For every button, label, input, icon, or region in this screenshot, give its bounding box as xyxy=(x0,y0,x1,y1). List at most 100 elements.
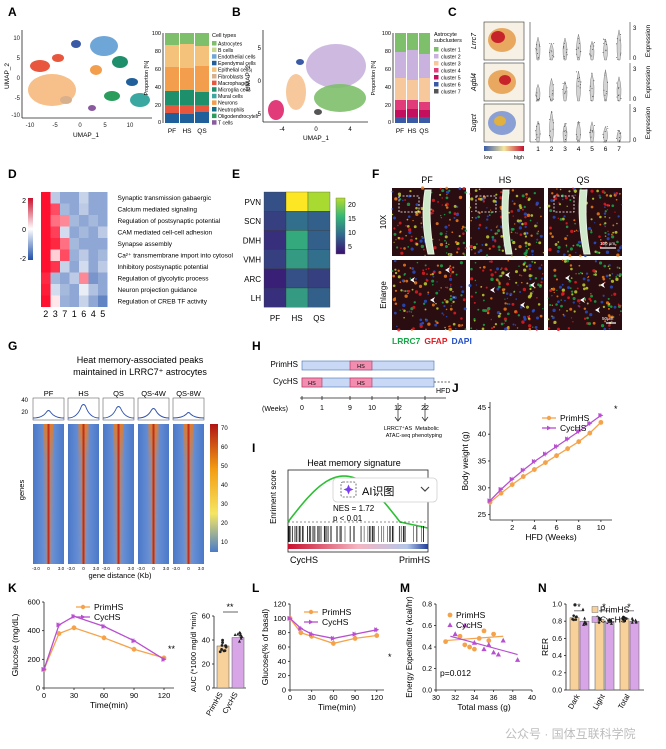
data-point xyxy=(520,467,526,473)
bar-total-cychs xyxy=(629,620,640,691)
scale-tick: 30 xyxy=(221,502,228,508)
heatmap-cell xyxy=(88,215,98,227)
scale-tick: 50 xyxy=(221,464,228,470)
legend-label: Endothelial cells xyxy=(218,55,256,61)
heatmap-cell xyxy=(88,284,98,296)
heatmap-cell xyxy=(88,203,98,215)
heatmap-cell xyxy=(69,261,79,273)
heatmap-cell xyxy=(60,215,70,227)
x-axis-label: UMAP_1 xyxy=(73,132,99,139)
rank-ticks xyxy=(287,526,424,542)
row-label: SCN xyxy=(244,217,261,226)
axis-tick: 3.0 xyxy=(128,566,135,571)
legend-label: cluster 1 xyxy=(441,47,461,53)
feature-plots xyxy=(483,21,525,143)
data-point xyxy=(543,460,548,466)
heatmap-cell xyxy=(60,238,70,250)
ai-recognize-button[interactable]: AI识图 xyxy=(332,477,438,503)
profile-line xyxy=(102,406,135,419)
p-value: p=0.012 xyxy=(440,668,471,678)
arrow-marker xyxy=(445,267,450,273)
data-point xyxy=(131,646,137,652)
legend-marker xyxy=(309,619,314,625)
data-point xyxy=(509,476,515,482)
axis-tick: 40 xyxy=(385,85,391,91)
scatter-point xyxy=(486,638,492,643)
axis-tick: 60 xyxy=(202,612,210,621)
violin xyxy=(603,125,608,143)
heatmap-scale xyxy=(28,198,33,260)
scale-tick: -2 xyxy=(20,256,26,263)
axis-tick: 0 xyxy=(78,123,82,129)
legend-swatch xyxy=(591,606,599,613)
column-label: 1 xyxy=(72,309,77,319)
axis-tick: -10 xyxy=(11,113,20,119)
violin-plots xyxy=(535,29,622,143)
axis-tick: 3 xyxy=(633,108,637,114)
axis-tick: -10 xyxy=(26,123,35,129)
heatmap-cell xyxy=(50,215,60,227)
axis-tick: 3.0 xyxy=(163,566,170,571)
legend-label: CycHS xyxy=(560,423,587,433)
heatmap-cell xyxy=(88,226,98,238)
axis-tick: 5 xyxy=(103,123,107,129)
legend-label: CycHS xyxy=(456,620,483,630)
x-axis-label: Time(min) xyxy=(318,702,356,712)
scale-tick: 15 xyxy=(348,216,356,223)
axis-tick: 3 xyxy=(633,26,637,32)
violin xyxy=(549,77,554,102)
y-axis-label: Expression xyxy=(645,107,652,140)
legend-marker xyxy=(547,425,552,431)
profile-line xyxy=(32,410,65,419)
violin xyxy=(535,36,541,61)
legend-swatch xyxy=(434,61,439,66)
axis-tick: 20 xyxy=(278,671,286,680)
arrow-marker xyxy=(600,282,605,288)
watermark: 公众号 · 国体互联科学院 xyxy=(505,726,636,741)
violin xyxy=(562,80,568,102)
panel-j: 25 30 35 40 45 2 4 6 8 10 HFD (Weeks) Body weight (… xyxy=(460,402,618,542)
chevron-down-icon[interactable] xyxy=(420,486,430,492)
heatmap-cell xyxy=(98,215,108,227)
axis-tick: 100 xyxy=(152,31,161,37)
arrow-marker xyxy=(410,277,415,283)
axis-tick: 40 xyxy=(202,636,210,645)
scale-tick: 10 xyxy=(221,540,228,546)
legend-label: Microglia cells xyxy=(218,88,251,94)
week-tick: 1 xyxy=(320,405,324,412)
data-point xyxy=(509,482,515,487)
axis-tick: 3.0 xyxy=(58,566,65,571)
weeks-label: (Weeks) xyxy=(262,406,288,413)
axis-tick: 0 xyxy=(42,691,46,700)
x-axis-label: Total mass (g) xyxy=(457,702,511,712)
heatmap-cell xyxy=(263,230,287,250)
row-label: 10X xyxy=(379,214,388,229)
data-point xyxy=(309,631,315,637)
y-axis-label: Expression xyxy=(645,66,652,99)
go-term: Regulation of glycolytic process xyxy=(118,276,210,283)
scale-tick: 20 xyxy=(348,202,356,209)
arrow-marker xyxy=(530,282,535,288)
axis-tick: 60 xyxy=(100,691,108,700)
legend-title: Astrocyte subclusters xyxy=(434,32,462,44)
axis-tick: 8 xyxy=(577,523,581,532)
legend-swatch xyxy=(212,74,217,79)
axis-tick: 0.6 xyxy=(422,623,432,630)
legend-label: Fibroblasts xyxy=(218,74,244,80)
violin xyxy=(562,37,568,61)
data-point xyxy=(576,429,582,434)
legend-swatch xyxy=(212,80,217,86)
legend-swatch xyxy=(212,60,217,66)
heatmap-cell xyxy=(285,211,309,231)
violin xyxy=(616,29,622,61)
arrow-marker xyxy=(565,275,570,281)
column-label: PF xyxy=(270,314,280,323)
ai-recognize-label: AI识图 xyxy=(362,485,394,498)
data-point xyxy=(598,412,604,418)
scatter-point xyxy=(462,642,468,648)
heatmap-cell xyxy=(285,287,309,308)
hs-label: HS xyxy=(357,364,365,370)
axis-tick: 0 xyxy=(633,97,637,103)
p-value: p < 0.01 xyxy=(333,514,363,523)
heatmap-cell xyxy=(60,203,70,215)
